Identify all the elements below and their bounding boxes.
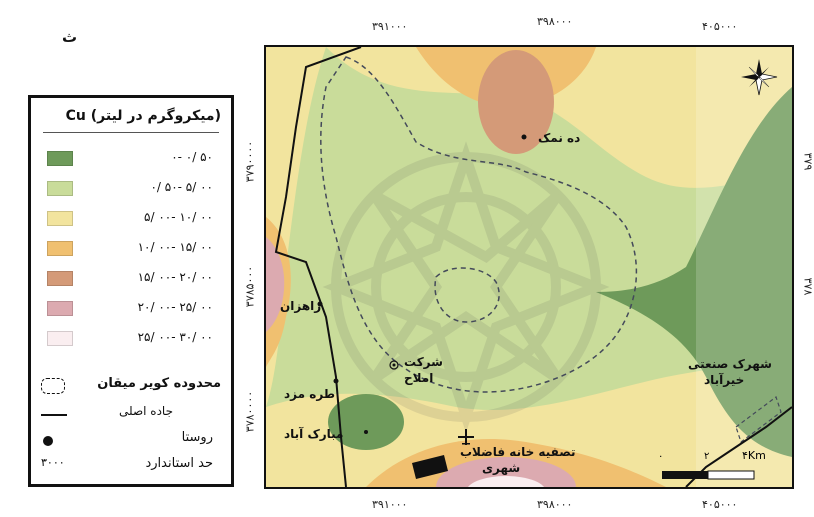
legend-village-symbol xyxy=(43,436,53,446)
scale-bar-black xyxy=(662,471,708,479)
scale-bar xyxy=(662,470,755,480)
legend-swatch xyxy=(47,271,73,286)
zone-pink-bottom xyxy=(436,457,576,487)
legend-swatch xyxy=(47,151,73,166)
zone-east-strip xyxy=(696,47,792,487)
legend-class-label: ۲۵/ ۰۰- ۳۰/ ۰۰ xyxy=(137,330,213,344)
legend-class-label: ۰/ ۵۰- ۵/ ۰۰ xyxy=(150,180,213,194)
legend-road-label: جاده اصلی xyxy=(118,404,173,418)
scale-zero: ۰ xyxy=(658,451,664,462)
label-sherkat-1: شرکت xyxy=(404,355,443,369)
legend-class-label: ۰- ۰/ ۵۰ xyxy=(171,150,213,164)
legend-class-row: ۱۵/ ۰۰- ۲۰/ ۰۰ xyxy=(31,268,231,290)
zone-brown-top xyxy=(478,50,554,154)
label-industrial-2: خیرآباد xyxy=(704,373,745,387)
village-mobarak-abad xyxy=(364,430,368,434)
legend-class-label: ۵/ ۰۰- ۱۰/ ۰۰ xyxy=(144,210,213,224)
label-tore-mazd: طره مزد xyxy=(284,387,336,401)
concentration-map xyxy=(266,47,792,487)
legend-standard-value: ۳۰۰۰ xyxy=(41,456,65,469)
label-wastewater-1: تصفیه خانه فاضلاب xyxy=(460,445,576,459)
village-tore-mazd xyxy=(333,378,339,384)
legend-swatch xyxy=(47,241,73,256)
village-rahzan xyxy=(317,301,323,307)
scale-two: ۲ xyxy=(704,451,710,462)
village-sherkat xyxy=(389,360,399,370)
scale-bar-white xyxy=(707,470,755,480)
right-tick-2: ۳۷۸ xyxy=(801,277,814,296)
legend-boundary-symbol xyxy=(41,378,65,394)
legend-class-row: ۲۵/ ۰۰- ۳۰/ ۰۰ xyxy=(31,328,231,350)
zone-yellow-bottom xyxy=(266,357,792,487)
wastewater-facility xyxy=(412,455,448,479)
village-sherkat-center xyxy=(392,363,396,367)
label-rahzan: راهزان xyxy=(280,299,322,313)
legend-swatch xyxy=(47,181,73,196)
legend-swatch xyxy=(47,301,73,316)
label-deh-namak: ده نمک xyxy=(538,131,581,145)
label-mobarak-abad: مبارک آباد xyxy=(284,427,344,441)
label-wastewater-2: شهری xyxy=(482,461,521,475)
legend-class-label: ۱۰/ ۰۰- ۱۵/ ۰۰ xyxy=(137,240,213,254)
panel-letter: ث xyxy=(62,28,78,46)
legend-class-row: ۵/ ۰۰- ۱۰/ ۰۰ xyxy=(31,208,231,230)
top-tick-2: ۳۹۸۰۰۰ xyxy=(537,15,573,28)
map-frame: ده نمک راهزان شرکت املاح طره مزد مبارک آ… xyxy=(264,45,794,489)
legend-class-label: ۲۰/ ۰۰- ۲۵/ ۰۰ xyxy=(137,300,213,314)
top-tick-1: ۳۹۱۰۰۰ xyxy=(372,20,408,33)
legend-title: (میکروگرم در لیتر) Cu xyxy=(65,108,221,124)
main-road-west xyxy=(274,47,362,487)
legend-class-row: ۰- ۰/ ۵۰ xyxy=(31,148,231,170)
compass-rose-icon xyxy=(741,59,778,96)
zone-dark-green-east xyxy=(596,87,792,457)
zone-pink-left xyxy=(266,237,285,332)
inner-boundary xyxy=(434,267,500,323)
bottom-tick-2: ۳۹۸۰۰۰ xyxy=(537,498,573,511)
legend-class-row: ۱۰/ ۰۰- ۱۵/ ۰۰ xyxy=(31,238,231,260)
legend: (میکروگرم در لیتر) Cu ۰- ۰/ ۵۰ ۰/ ۵۰- ۵/ … xyxy=(28,95,234,487)
legend-class-label: ۱۵/ ۰۰- ۲۰/ ۰۰ xyxy=(137,270,213,284)
left-tick-3: ۳۷۸۰۰۰۰ xyxy=(243,390,257,433)
top-tick-3: ۴۰۵۰۰۰ xyxy=(702,20,738,33)
bottom-tick-3: ۴۰۵۰۰۰ xyxy=(702,498,738,511)
village-deh-namak xyxy=(521,134,527,140)
label-industrial-1: شهرک صنعتی xyxy=(688,357,772,371)
right-tick-1: ۳۷۹ xyxy=(801,152,814,171)
legend-standard-label: حد استاندارد xyxy=(145,456,213,471)
bottom-tick-1: ۳۹۱۰۰۰ xyxy=(372,498,408,511)
legend-swatch xyxy=(47,211,73,226)
watermark xyxy=(322,141,610,433)
legend-class-row: ۰/ ۵۰- ۵/ ۰۰ xyxy=(31,178,231,200)
legend-road-symbol xyxy=(41,414,67,416)
airplane-icon xyxy=(458,429,474,445)
label-sherkat-2: املاح xyxy=(404,371,434,385)
legend-title-rule xyxy=(43,132,219,133)
industrial-boundary xyxy=(735,396,782,443)
left-tick-1: ۳۷۹۰۰۰۰ xyxy=(243,140,257,183)
left-tick-2: ۳۷۸۵۰۰۰ xyxy=(243,265,257,308)
zone-yellow-top xyxy=(326,47,792,188)
legend-boundary-label: محدوده کویر میقان xyxy=(97,376,221,391)
zone-white-bottom xyxy=(468,476,544,487)
legend-class-row: ۲۰/ ۰۰- ۲۵/ ۰۰ xyxy=(31,298,231,320)
zone-dark-green-sw xyxy=(328,394,404,450)
legend-swatch xyxy=(47,331,73,346)
scale-four-km: ۴Km xyxy=(742,449,766,462)
legend-village-label: روستا xyxy=(181,430,213,445)
